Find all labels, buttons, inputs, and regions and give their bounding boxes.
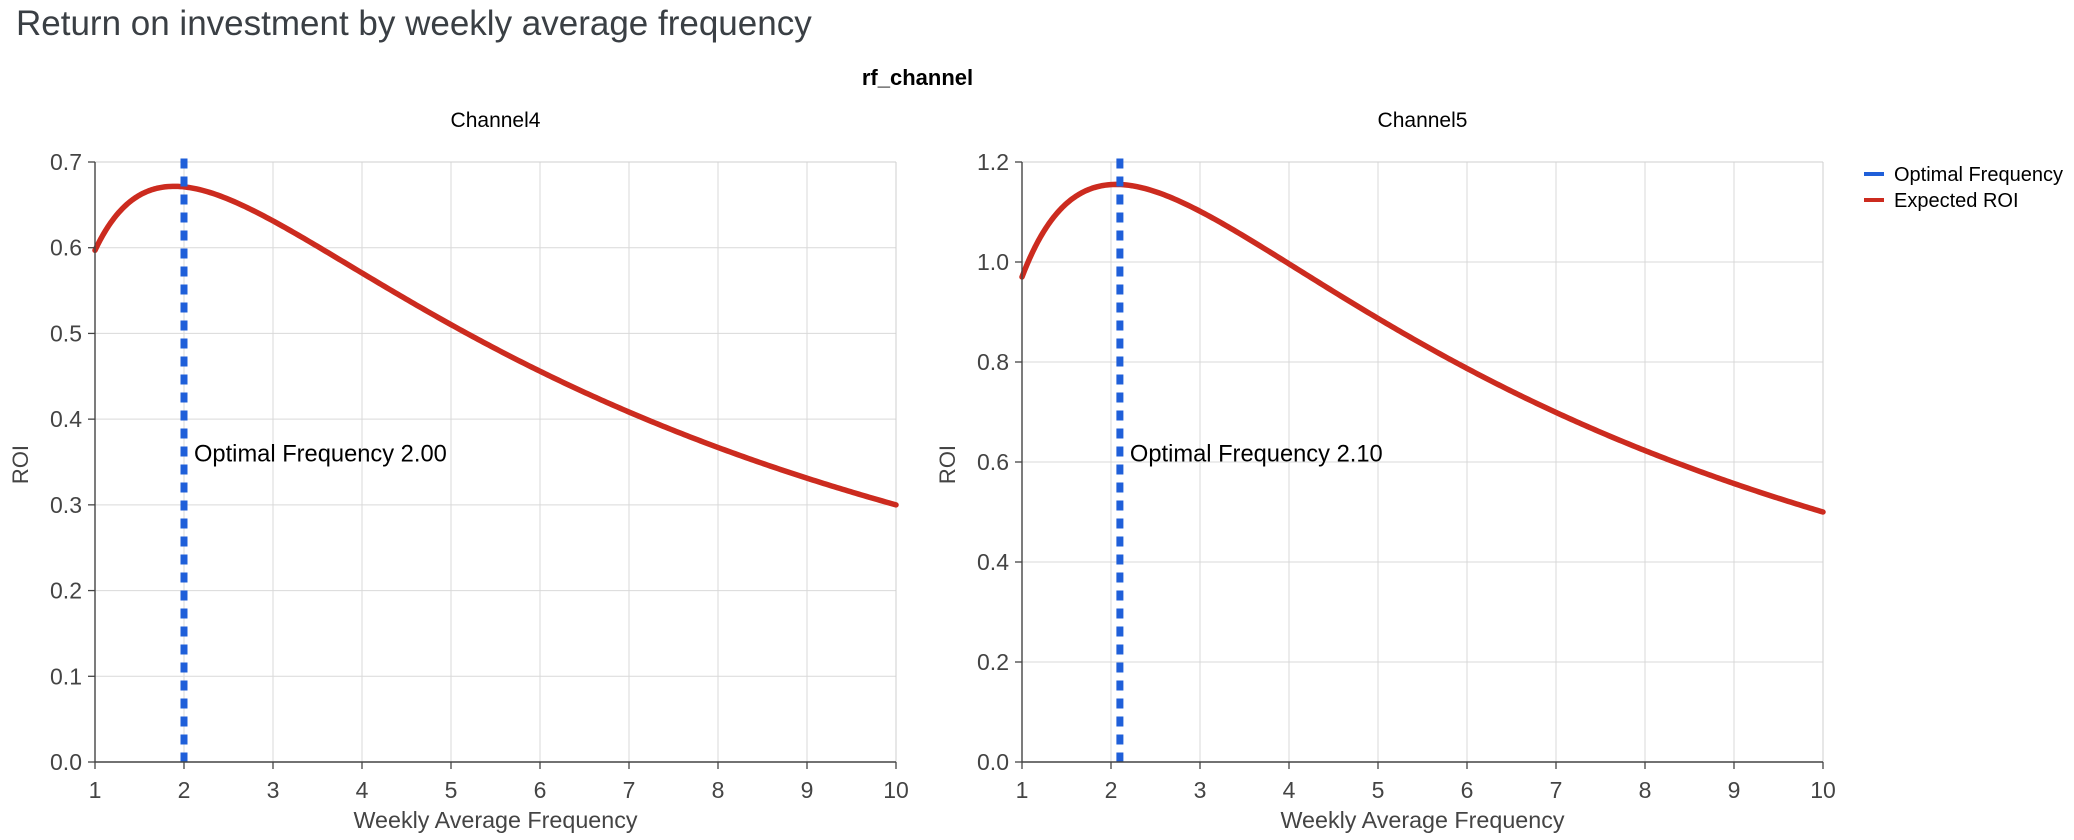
svg-text:1.0: 1.0 xyxy=(977,249,1009,275)
svg-text:ROI: ROI xyxy=(935,445,960,484)
svg-text:8: 8 xyxy=(712,777,725,803)
svg-text:0.2: 0.2 xyxy=(977,649,1009,675)
svg-text:0.0: 0.0 xyxy=(977,749,1009,775)
svg-text:4: 4 xyxy=(1283,777,1296,803)
svg-text:Optimal Frequency: Optimal Frequency xyxy=(1894,164,2063,186)
svg-text:0.5: 0.5 xyxy=(50,320,82,346)
svg-text:rf_channel: rf_channel xyxy=(862,65,973,90)
svg-text:2: 2 xyxy=(178,777,191,803)
svg-text:ROI: ROI xyxy=(8,445,33,484)
svg-text:Channel4: Channel4 xyxy=(451,109,541,132)
svg-text:2: 2 xyxy=(1105,777,1118,803)
svg-text:3: 3 xyxy=(1194,777,1207,803)
svg-text:9: 9 xyxy=(801,777,814,803)
svg-text:5: 5 xyxy=(1372,777,1385,803)
svg-text:0.4: 0.4 xyxy=(977,549,1009,575)
svg-text:9: 9 xyxy=(1728,777,1741,803)
svg-text:10: 10 xyxy=(1810,777,1836,803)
svg-text:1.2: 1.2 xyxy=(977,149,1009,175)
svg-text:Weekly Average Frequency: Weekly Average Frequency xyxy=(1280,807,1564,833)
svg-text:7: 7 xyxy=(623,777,636,803)
svg-text:0.4: 0.4 xyxy=(50,406,82,432)
svg-text:1: 1 xyxy=(1016,777,1029,803)
svg-text:0.0: 0.0 xyxy=(50,749,82,775)
svg-text:10: 10 xyxy=(883,777,909,803)
svg-text:8: 8 xyxy=(1639,777,1652,803)
svg-text:Optimal Frequency 2.10: Optimal Frequency 2.10 xyxy=(1130,442,1383,468)
svg-text:0.8: 0.8 xyxy=(977,349,1009,375)
svg-text:3: 3 xyxy=(267,777,280,803)
svg-text:7: 7 xyxy=(1550,777,1563,803)
svg-text:Expected ROI: Expected ROI xyxy=(1894,190,2019,212)
svg-text:4: 4 xyxy=(356,777,369,803)
svg-text:0.6: 0.6 xyxy=(977,449,1009,475)
svg-text:0.1: 0.1 xyxy=(50,663,82,689)
svg-text:Weekly Average Frequency: Weekly Average Frequency xyxy=(353,807,637,833)
svg-text:0.3: 0.3 xyxy=(50,492,82,518)
svg-text:6: 6 xyxy=(1461,777,1474,803)
svg-text:Channel5: Channel5 xyxy=(1378,109,1468,132)
svg-text:6: 6 xyxy=(534,777,547,803)
svg-text:1: 1 xyxy=(89,777,102,803)
svg-text:0.6: 0.6 xyxy=(50,235,82,261)
svg-text:0.2: 0.2 xyxy=(50,578,82,604)
svg-text:0.7: 0.7 xyxy=(50,149,82,175)
svg-text:5: 5 xyxy=(445,777,458,803)
svg-text:Optimal Frequency 2.00: Optimal Frequency 2.00 xyxy=(194,442,447,468)
